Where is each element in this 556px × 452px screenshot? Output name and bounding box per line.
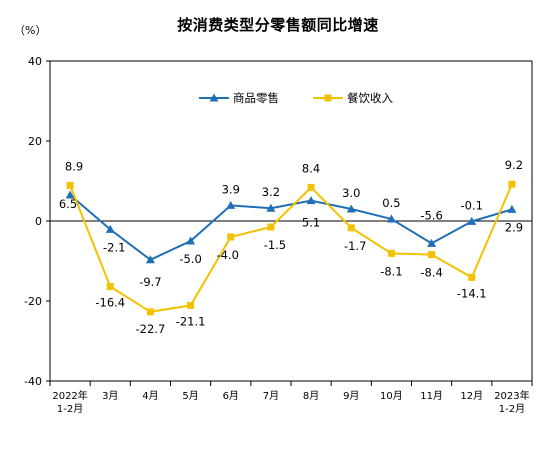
data-label: 0.5	[382, 196, 400, 210]
data-point-triangle	[306, 196, 316, 205]
y-tick-label: -40	[24, 375, 42, 388]
x-tick-label: 4月	[142, 390, 158, 402]
data-label: 5.1	[302, 216, 320, 230]
data-label: -8.1	[380, 264, 402, 278]
data-label: -5.6	[420, 208, 442, 222]
data-label: 8.4	[302, 161, 320, 175]
y-tick-label: -20	[24, 295, 42, 308]
data-label: -21.1	[176, 314, 206, 328]
data-point-triangle	[186, 236, 196, 245]
data-label: -0.1	[461, 198, 483, 212]
data-label: -22.7	[136, 322, 166, 336]
legend-marker-square	[324, 94, 332, 102]
data-point-triangle	[386, 214, 396, 223]
y-tick-label: 0	[35, 215, 42, 228]
x-tick-label: 10月	[380, 390, 403, 402]
data-point-square	[227, 233, 235, 241]
series-line-catering	[69, 183, 513, 313]
data-point-square	[146, 308, 154, 316]
x-tick-label: 12月	[460, 390, 483, 402]
data-label: -14.1	[457, 286, 487, 300]
x-tick-label: 2022年	[52, 389, 87, 402]
data-label: 9.2	[505, 158, 523, 172]
x-tick-label: 8月	[303, 390, 319, 402]
legend-label: 餐饮收入	[347, 91, 393, 105]
data-point-square	[347, 224, 355, 232]
data-label: -1.7	[344, 239, 366, 253]
x-tick-label: 6月	[223, 390, 239, 402]
data-point-square	[187, 301, 195, 309]
data-point-triangle	[145, 255, 155, 264]
data-point-square	[307, 183, 315, 191]
legend-label: 商品零售	[233, 91, 279, 105]
data-point-triangle	[467, 216, 477, 225]
data-point-triangle	[427, 238, 437, 247]
data-label: 6.5	[59, 197, 77, 211]
x-tick-label: 1-2月	[57, 403, 83, 415]
data-label: 8.9	[65, 159, 83, 173]
data-point-square	[387, 249, 395, 257]
series-line-goods	[69, 194, 513, 261]
data-point-triangle	[226, 200, 236, 209]
data-label: 3.9	[222, 182, 240, 196]
y-tick-label: 40	[28, 55, 42, 68]
data-point-triangle	[105, 224, 115, 233]
data-point-square	[106, 283, 114, 291]
data-label: -4.0	[217, 248, 239, 262]
x-tick-label: 2023年	[494, 389, 529, 402]
x-tick-label: 11月	[420, 390, 443, 402]
legend-marker-triangle	[209, 93, 219, 102]
data-label: 3.2	[262, 185, 280, 199]
x-tick-label: 9月	[343, 390, 359, 402]
data-point-triangle	[507, 204, 517, 213]
data-label: -16.4	[95, 296, 125, 310]
data-label: -2.1	[103, 240, 125, 254]
chart-title: 按消费类型分零售额同比增速	[177, 16, 379, 34]
x-tick-label: 3月	[102, 390, 118, 402]
x-tick-label: 5月	[182, 390, 198, 402]
data-point-triangle	[266, 203, 276, 212]
data-label: -5.0	[179, 252, 201, 266]
data-point-square	[508, 180, 516, 188]
data-point-square	[468, 273, 476, 281]
data-point-square	[66, 181, 74, 189]
y-axis-unit-label: （%）	[14, 24, 47, 37]
x-tick-label: 7月	[263, 390, 279, 402]
data-label: -8.4	[420, 266, 442, 280]
data-label: 2.9	[505, 220, 523, 234]
data-label: -9.7	[139, 275, 161, 289]
x-tick-label: 1-2月	[499, 403, 525, 415]
y-tick-label: 20	[28, 135, 42, 148]
data-label: 3.0	[342, 186, 360, 200]
data-point-triangle	[346, 204, 356, 213]
data-point-square	[428, 251, 436, 259]
data-label: -1.5	[264, 238, 286, 252]
data-point-triangle	[65, 190, 75, 199]
data-point-square	[267, 223, 275, 231]
